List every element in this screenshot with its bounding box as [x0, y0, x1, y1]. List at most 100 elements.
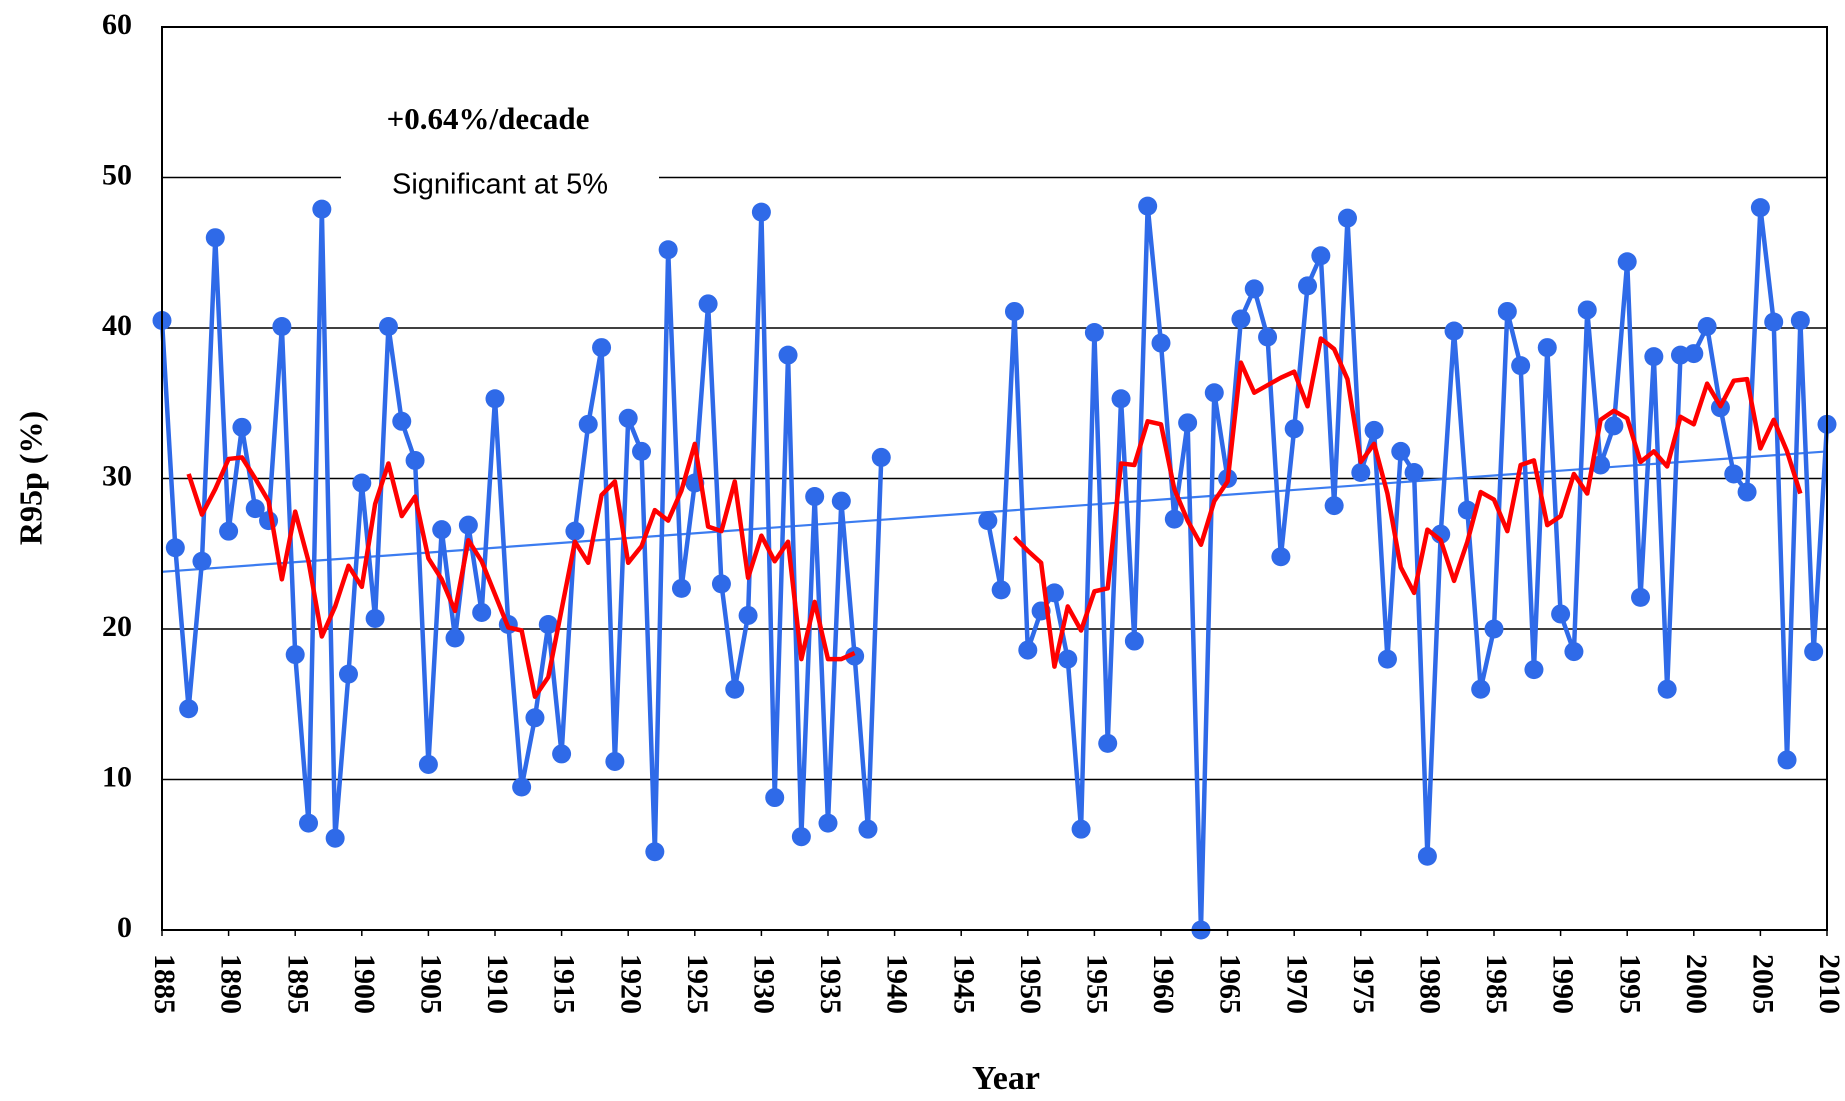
data-point	[592, 338, 612, 358]
data-point	[658, 240, 678, 260]
data-point	[871, 447, 891, 467]
data-point	[645, 842, 665, 862]
x-tick-label: 1925	[681, 954, 714, 1014]
data-point	[1777, 750, 1797, 770]
data-point	[1284, 419, 1304, 439]
data-point	[1151, 333, 1171, 353]
y-tick-label: 20	[102, 610, 132, 643]
data-point	[1750, 198, 1770, 218]
data-point	[1697, 316, 1717, 336]
data-point	[1271, 547, 1291, 567]
data-point	[1657, 679, 1677, 699]
data-point	[445, 628, 465, 648]
data-point	[285, 645, 305, 665]
data-point	[1617, 252, 1637, 272]
data-point	[1058, 649, 1078, 669]
annotation-background	[341, 166, 659, 206]
data-point	[1591, 455, 1611, 475]
data-point	[1471, 679, 1491, 699]
x-tick-label: 1950	[1014, 954, 1047, 1014]
plot-frame	[161, 26, 1828, 931]
data-point	[365, 608, 385, 628]
x-tick-label: 1975	[1347, 954, 1380, 1014]
data-point	[1684, 344, 1704, 364]
data-point	[1631, 587, 1651, 607]
y-tick-label: 30	[102, 459, 132, 492]
significance-annotation: Significant at 5%	[392, 169, 608, 201]
data-point	[791, 827, 811, 847]
x-tick-label: 1935	[814, 954, 847, 1014]
data-point	[299, 813, 319, 833]
data-point	[698, 294, 718, 314]
y-tick-label: 0	[117, 911, 132, 944]
data-point	[205, 228, 225, 248]
x-tick-label: 2010	[1813, 954, 1845, 1014]
data-point	[1004, 301, 1024, 321]
x-tick-label: 1920	[614, 954, 647, 1014]
data-point	[1511, 356, 1531, 376]
data-point	[1737, 482, 1757, 502]
data-point	[432, 520, 452, 540]
data-point	[552, 744, 572, 764]
data-point	[1537, 338, 1557, 358]
data-point	[1311, 246, 1331, 266]
data-point	[1377, 649, 1397, 669]
data-point	[725, 679, 745, 699]
data-point	[1044, 583, 1064, 603]
data-point	[765, 788, 785, 808]
data-point	[1164, 509, 1184, 529]
x-tick-label: 1980	[1414, 954, 1447, 1014]
data-point	[525, 708, 545, 728]
data-point	[1604, 416, 1624, 436]
data-point	[1337, 208, 1357, 228]
x-tick-label: 1960	[1147, 954, 1180, 1014]
x-tick-label: 1955	[1081, 954, 1114, 1014]
data-point	[1178, 413, 1198, 433]
data-point	[338, 664, 358, 684]
data-point	[1577, 300, 1597, 320]
x-tick-label: 2005	[1747, 954, 1780, 1014]
data-point	[605, 751, 625, 771]
x-tick-label: 1890	[215, 954, 248, 1014]
data-point	[272, 316, 292, 336]
x-tick-label: 1895	[281, 954, 314, 1014]
data-point	[1551, 604, 1571, 624]
data-point	[245, 499, 265, 519]
data-point	[418, 754, 438, 774]
series-line	[186, 441, 856, 699]
data-point	[1231, 309, 1251, 329]
x-tick-label: 1940	[881, 954, 914, 1014]
x-tick-label: 1990	[1547, 954, 1580, 1014]
x-tick-label: 1945	[947, 954, 980, 1014]
data-point	[1071, 819, 1091, 839]
data-point	[632, 441, 652, 461]
data-point	[778, 345, 798, 365]
data-point	[1404, 462, 1424, 482]
x-tick-label: 1985	[1480, 954, 1513, 1014]
data-point	[1724, 464, 1744, 484]
data-point	[179, 699, 199, 719]
data-point	[312, 199, 332, 219]
data-point	[405, 450, 425, 470]
data-point	[1764, 312, 1784, 332]
x-tick-label: 1900	[348, 954, 381, 1014]
data-point	[991, 580, 1011, 600]
series-line	[1012, 336, 1803, 669]
data-point	[392, 411, 412, 431]
x-tick-label: 1905	[415, 954, 448, 1014]
x-tick-label: 1915	[548, 954, 581, 1014]
data-point	[1138, 196, 1158, 216]
data-point	[325, 828, 345, 848]
data-point	[618, 408, 638, 428]
data-point	[1524, 660, 1544, 680]
data-point	[219, 521, 239, 541]
trend-annotation: +0.64%/decade	[387, 101, 590, 136]
x-tick-label: 1970	[1280, 954, 1313, 1014]
data-point	[1084, 323, 1104, 343]
data-point	[831, 491, 851, 511]
x-tick-label: 1910	[481, 954, 514, 1014]
data-point	[538, 614, 558, 634]
data-point	[1258, 327, 1278, 347]
data-point	[711, 574, 731, 594]
x-tick-label: 1965	[1214, 954, 1247, 1014]
